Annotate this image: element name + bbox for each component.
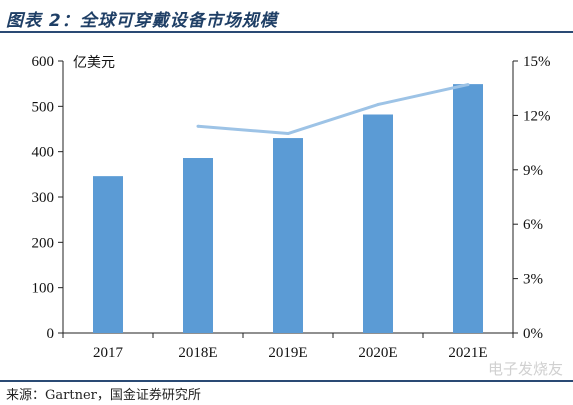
source-rule: [0, 380, 573, 382]
y-right-tick-label: 9%: [523, 163, 543, 179]
growth-line-point: [196, 124, 200, 128]
y-left-tick-label: 0: [47, 326, 55, 342]
figure-title: 图表 2：全球可穿戴设备市场规模: [6, 11, 278, 31]
x-tick-label: 2021E: [448, 345, 487, 361]
bar: [363, 114, 393, 333]
growth-line-point: [286, 132, 290, 136]
bar: [93, 176, 123, 333]
growth-line-point: [466, 83, 470, 87]
watermark: 电子发烧友: [487, 360, 563, 378]
y-right-tick-label: 0%: [523, 326, 543, 342]
growth-line-point: [376, 103, 380, 107]
y-left-tick-label: 500: [32, 99, 55, 115]
y-left-tick-label: 200: [32, 235, 55, 251]
y-right-tick-label: 6%: [523, 217, 543, 233]
figure-source: 来源：Gartner，国金证券研究所: [6, 388, 201, 403]
chart-area: 0 100 200 300 400 500 600 0% 3% 6% 9% 12% 15% 2017 201…: [32, 54, 551, 361]
x-tick-label: 2018E: [178, 345, 217, 361]
bar: [453, 84, 483, 334]
y-left-tick-label: 400: [32, 145, 55, 161]
bar: [273, 138, 303, 333]
x-tick-label: 2017: [93, 345, 124, 361]
growth-line: [197, 83, 469, 136]
y-right-tick-label: 15%: [523, 54, 551, 70]
x-tick-label: 2019E: [268, 345, 307, 361]
title-rule: [0, 31, 573, 33]
y-left-tick-label: 600: [32, 54, 55, 70]
y-right-tick-label: 12%: [523, 108, 551, 124]
y-right-tick-label: 3%: [523, 272, 543, 288]
y-left-unit-label: 亿美元: [73, 55, 115, 71]
y-left-tick-label: 100: [32, 281, 55, 297]
bar: [183, 158, 213, 333]
y-left-tick-label: 300: [32, 190, 55, 206]
x-tick-label: 2020E: [358, 345, 397, 361]
